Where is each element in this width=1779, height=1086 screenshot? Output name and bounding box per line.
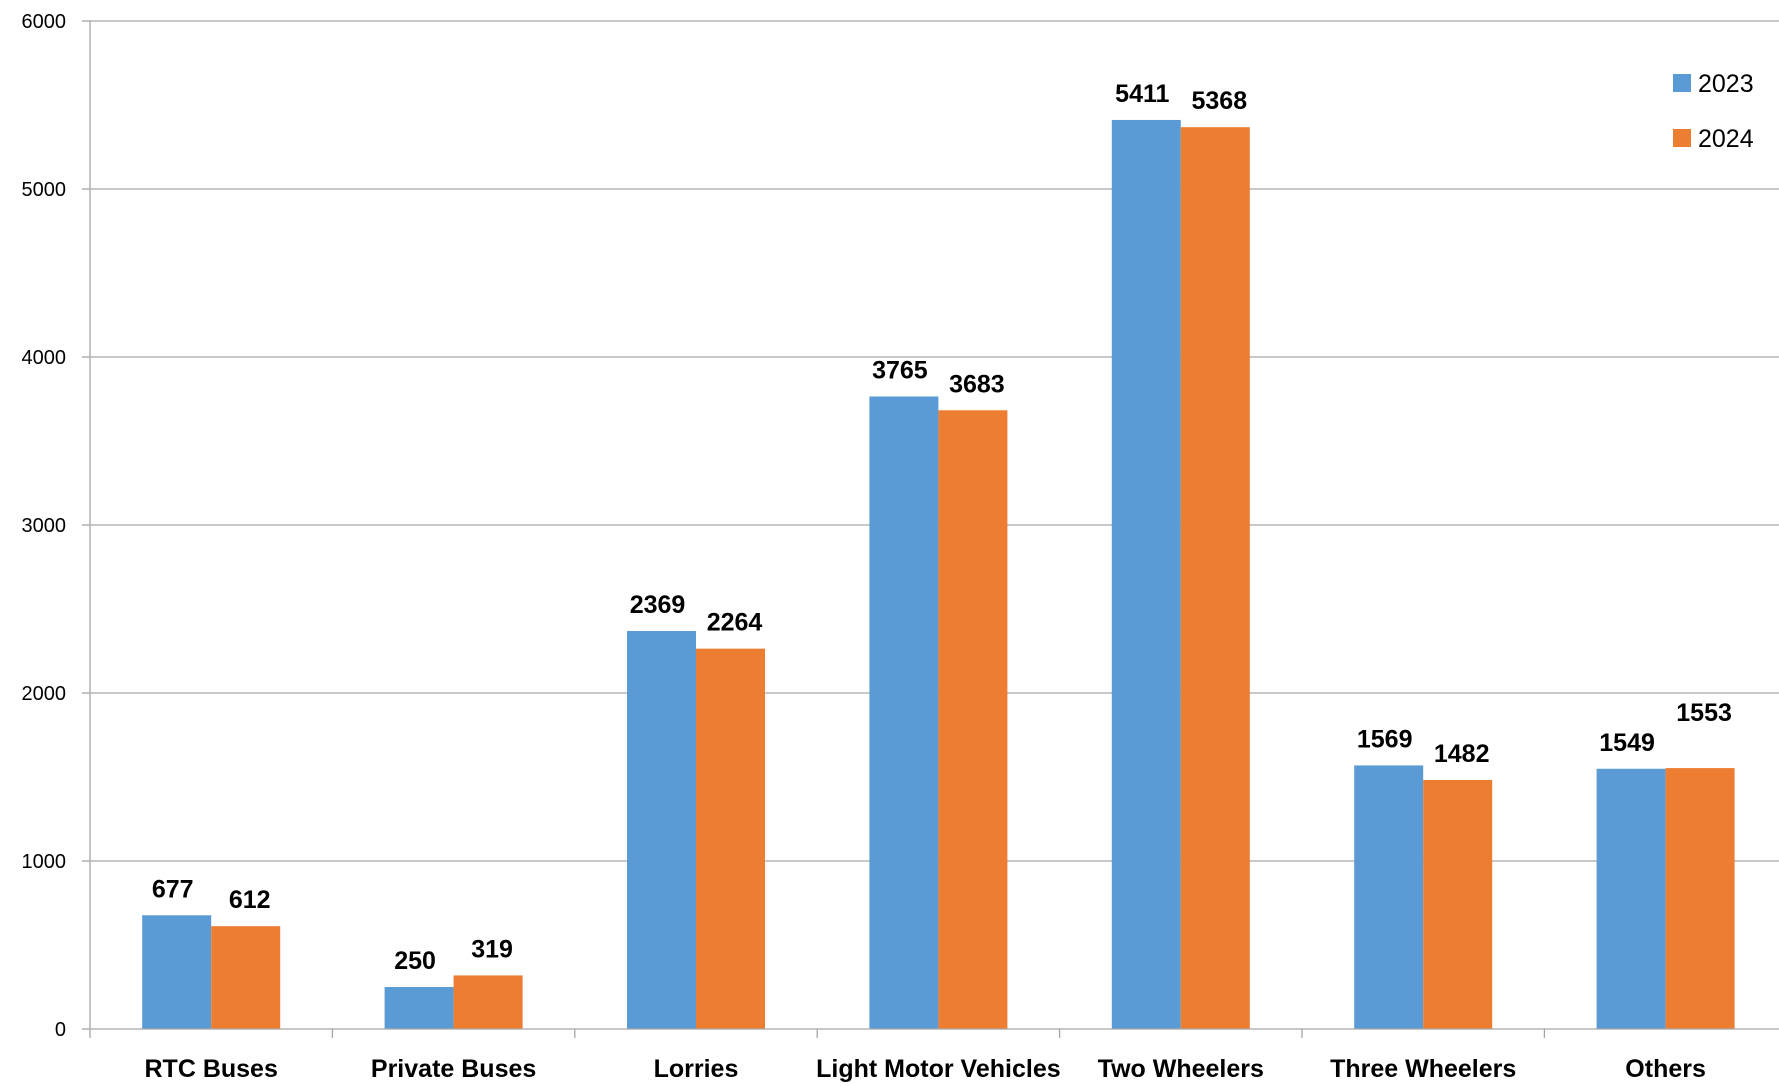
- x-category-label: Light Motor Vehicles: [816, 1055, 1060, 1083]
- x-category-label: Two Wheelers: [1098, 1055, 1264, 1083]
- data-label: 250: [394, 947, 436, 975]
- y-tick-label: 6000: [22, 11, 67, 33]
- bar-2023: [627, 631, 696, 1029]
- data-label: 1549: [1599, 729, 1655, 757]
- bar-2023: [384, 987, 454, 1029]
- data-label: 1569: [1357, 725, 1413, 753]
- bars: [142, 119, 1735, 1030]
- y-axis-ticks: 0 1000 2000 3000 4000 5000 6000: [22, 11, 90, 1041]
- y-tick-label: 4000: [22, 347, 67, 369]
- bar-2023: [1111, 119, 1181, 1029]
- x-category-label: Private Buses: [371, 1055, 536, 1083]
- x-category-label: Three Wheelers: [1330, 1055, 1516, 1083]
- bar-2024: [211, 926, 281, 1029]
- bar-2024: [938, 410, 1008, 1030]
- bar-2023: [1596, 768, 1666, 1029]
- x-category-label: RTC Buses: [145, 1055, 278, 1083]
- legend-swatch-2023: [1673, 74, 1691, 92]
- bar-2024: [1423, 780, 1493, 1029]
- data-label: 5368: [1191, 87, 1247, 115]
- x-category-label: Others: [1625, 1055, 1706, 1083]
- data-label: 3683: [949, 370, 1005, 398]
- bar-2024: [453, 975, 523, 1029]
- data-label: 1482: [1434, 740, 1490, 768]
- data-label: 612: [229, 886, 271, 914]
- data-label: 677: [152, 875, 194, 903]
- data-labels: 677 612 250 319 2369 2264 3765 3683 5411 5368 1569…: [152, 80, 1732, 975]
- y-tick-label: 1000: [22, 851, 67, 873]
- bar-2024: [1665, 768, 1735, 1029]
- legend: 2023 2024: [1673, 70, 1754, 153]
- data-label: 2264: [707, 609, 763, 637]
- data-label: 3765: [872, 356, 928, 384]
- bar-2023: [1354, 765, 1424, 1029]
- y-tick-label: 3000: [22, 515, 67, 537]
- legend-swatch-2024: [1673, 129, 1691, 147]
- bar-2023: [142, 915, 212, 1029]
- data-label: 319: [471, 935, 513, 963]
- bar-2024: [696, 648, 765, 1029]
- axes: [89, 21, 1779, 1038]
- y-tick-label: 0: [55, 1019, 66, 1041]
- bar-2023: [869, 396, 939, 1030]
- y-tick-label: 2000: [22, 683, 67, 705]
- x-category-label: Lorries: [654, 1055, 739, 1083]
- data-label: 2369: [630, 591, 686, 619]
- data-label: 1553: [1676, 699, 1732, 727]
- bar-2024: [1180, 127, 1250, 1029]
- y-tick-label: 5000: [22, 179, 67, 201]
- data-label: 5411: [1115, 80, 1169, 108]
- legend-label: 2023: [1698, 70, 1754, 98]
- legend-label: 2024: [1698, 125, 1754, 153]
- category-labels: RTC Buses Private Buses Lorries Light Motor…: [145, 1055, 1706, 1083]
